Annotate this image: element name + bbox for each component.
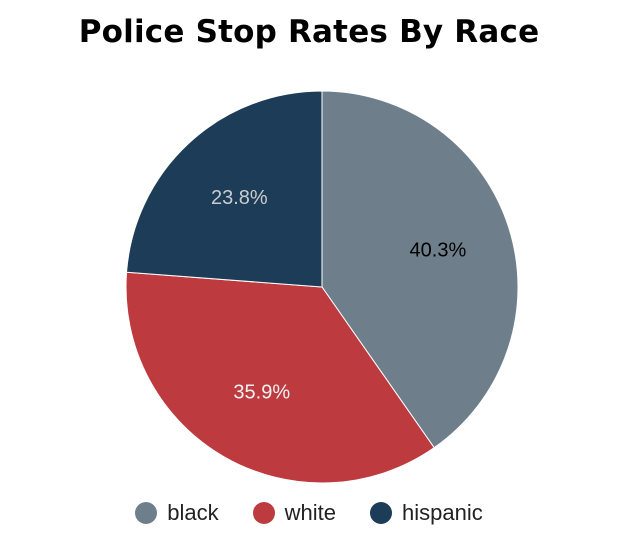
pie-slice-hispanic (126, 90, 323, 288)
legend-label-hispanic: hispanic (402, 500, 483, 525)
legend-swatch-black (135, 502, 158, 524)
legend-swatch-hispanic (370, 502, 392, 524)
legend-item-white: white (252, 500, 336, 526)
pie-slice-black (321, 90, 519, 449)
legend-swatch-white (252, 502, 275, 524)
legend: black white hispanic (0, 500, 618, 526)
legend-item-hispanic: hispanic (370, 500, 483, 526)
slice-label-white: 35.9% (233, 382, 290, 404)
chart-title: Police Stop Rates By Race (78, 14, 540, 50)
legend-item-black: black (135, 500, 219, 526)
pie-slice-white (125, 271, 435, 484)
slice-label-black: 40.3% (410, 240, 467, 262)
pie-slice-labels: 40.3% 35.9% 23.8% (211, 187, 466, 404)
legend-label-white: white (284, 500, 336, 525)
pie-slices (125, 90, 519, 484)
legend-label-black: black (167, 500, 219, 525)
slice-label-hispanic: 23.8% (211, 187, 268, 209)
